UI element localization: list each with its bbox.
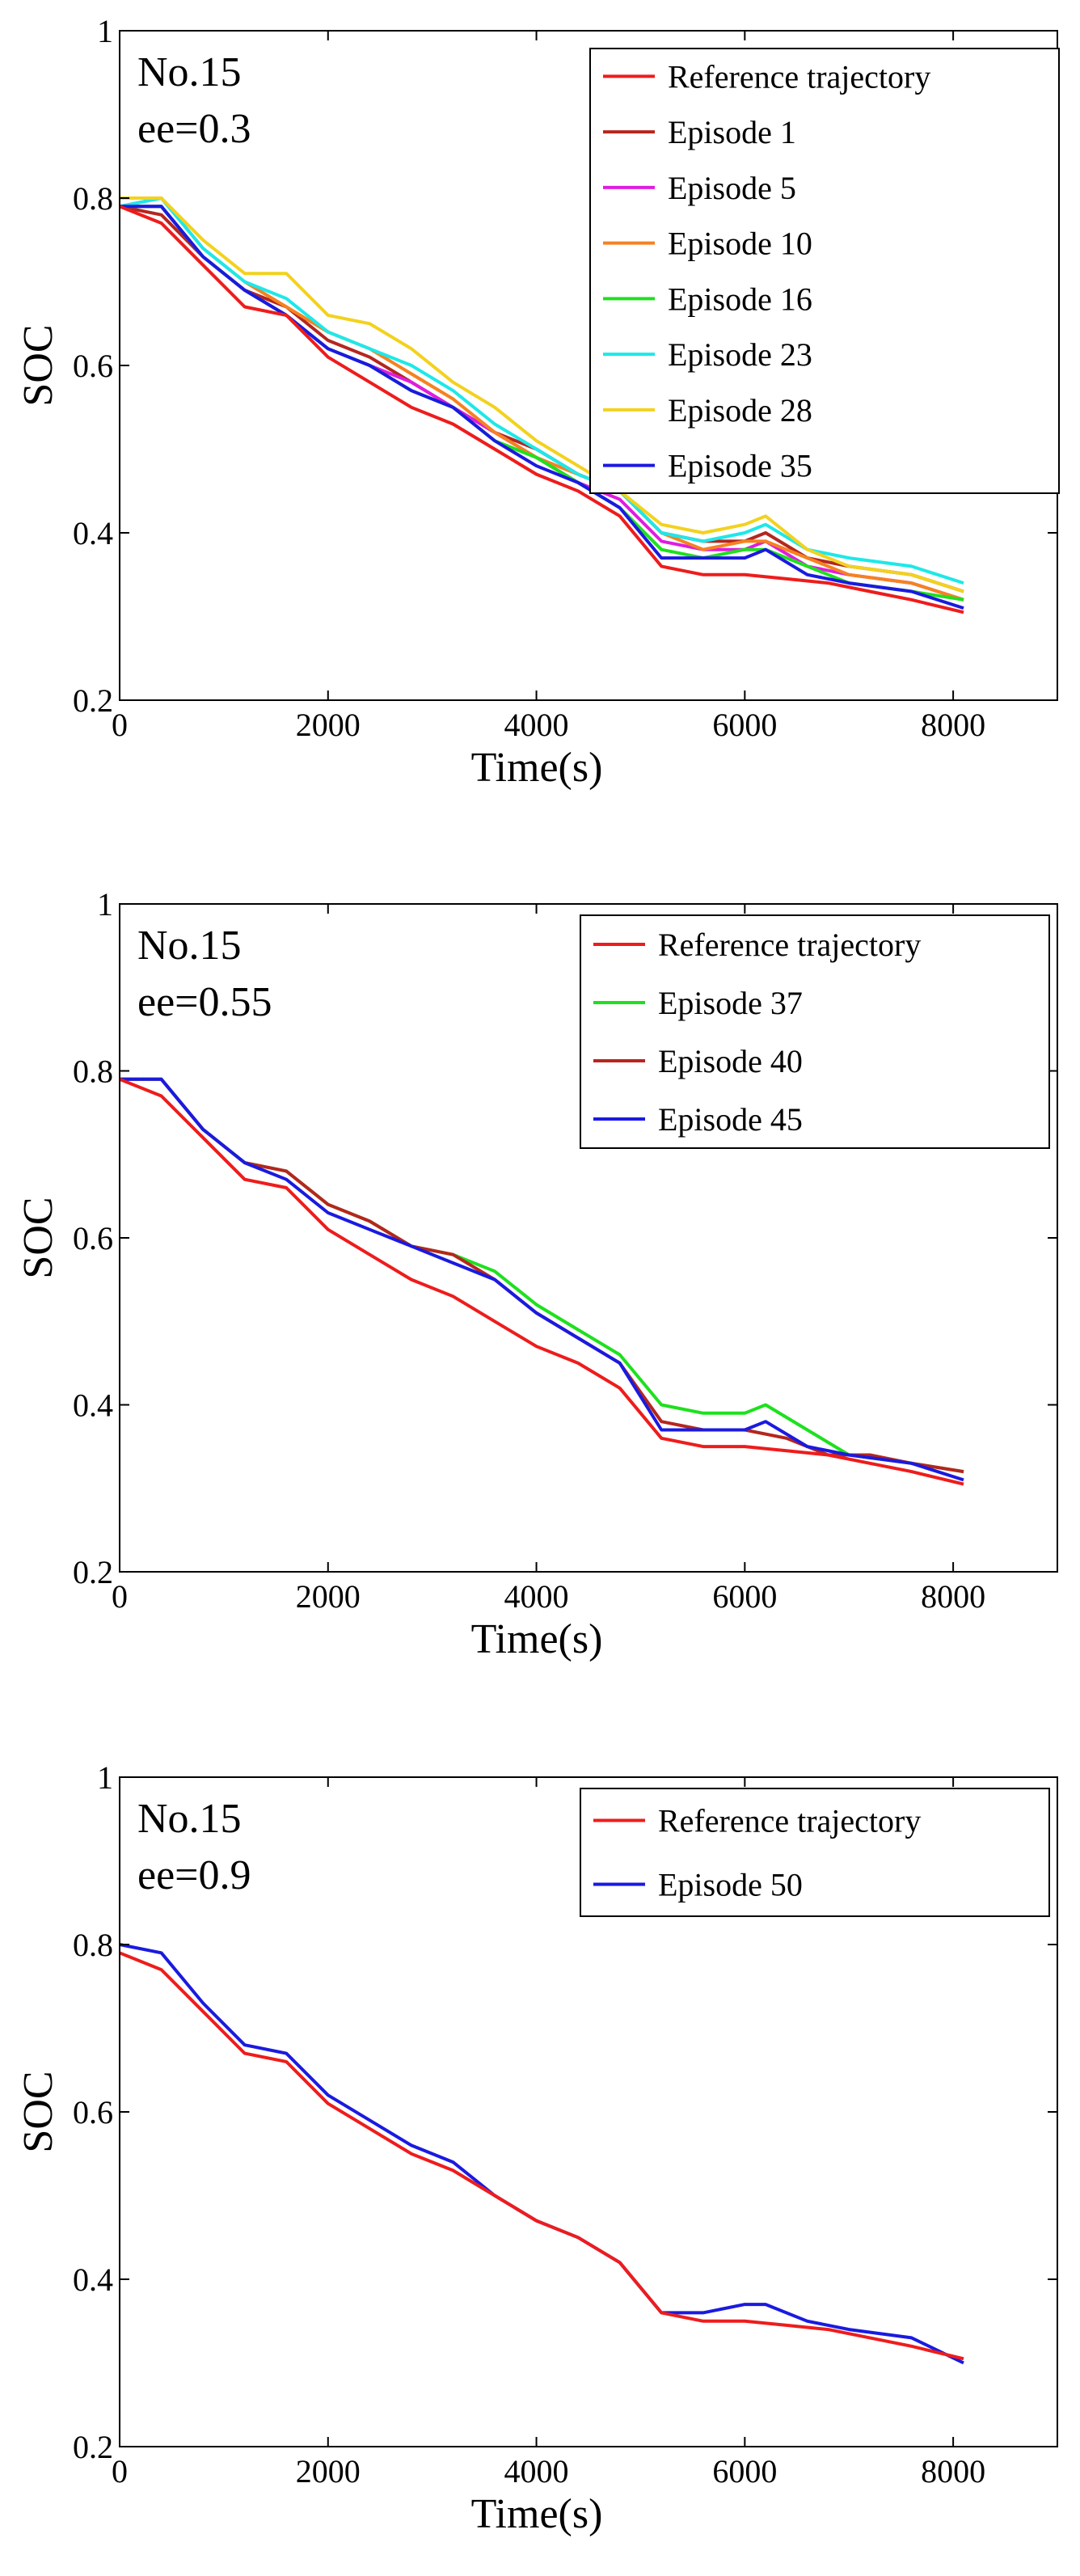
legend-entry: Reference trajectory xyxy=(658,1803,921,1839)
y-tick-label: 0.8 xyxy=(73,1927,113,1963)
x-tick-label: 4000 xyxy=(504,1578,569,1615)
legend-entry: Reference trajectory xyxy=(668,58,930,95)
legend-entry: Episode 10 xyxy=(668,226,812,262)
legend-entry: Episode 5 xyxy=(668,170,796,206)
series-line-episode-28 xyxy=(120,196,964,593)
x-tick-label: 6000 xyxy=(712,1578,777,1615)
legend-box xyxy=(580,1788,1050,1917)
legend-entry: Reference trajectory xyxy=(658,927,921,963)
y-axis-label: SOC xyxy=(15,1197,61,1278)
y-tick-label: 0.8 xyxy=(73,180,113,217)
annotation-id: No.15 xyxy=(137,923,242,969)
y-tick-label: 1 xyxy=(97,13,113,49)
annotation-ee: ee=0.55 xyxy=(137,979,272,1025)
legend-entry: Episode 45 xyxy=(658,1101,803,1138)
annotation-id: No.15 xyxy=(137,1796,242,1842)
y-tick-label: 0.2 xyxy=(73,1554,113,1590)
y-tick-label: 0.6 xyxy=(73,348,113,384)
y-axis-label: SOC xyxy=(15,324,61,406)
y-tick-label: 0.8 xyxy=(73,1054,113,1090)
series-line-reference-trajectory xyxy=(119,1077,964,1486)
legend-entry: Episode 28 xyxy=(668,392,812,429)
series-line-episode-35 xyxy=(120,205,964,610)
y-tick-label: 1 xyxy=(97,886,113,923)
series-line-episode-45 xyxy=(120,1077,964,1482)
chart-panel-2: 0 2000 4000 6000 8000 0.2 0.4 0.6 0.8 1 Time(s) SOC… xyxy=(15,886,1058,1662)
x-tick-label: 2000 xyxy=(296,2453,361,2489)
annotation-ee: ee=0.3 xyxy=(137,106,251,152)
y-tick-label: 0.4 xyxy=(73,515,113,551)
x-tick-label: 4000 xyxy=(504,707,569,743)
series-line-reference-trajectory xyxy=(119,1951,964,2361)
y-tick-label: 0.4 xyxy=(73,2261,113,2298)
x-tick-label: 2000 xyxy=(296,707,361,743)
annotation-id: No.15 xyxy=(137,49,242,95)
x-tick-label: 8000 xyxy=(921,2453,985,2489)
y-tick-label: 0.6 xyxy=(73,1220,113,1256)
x-tick-label: 0 xyxy=(112,707,128,743)
x-tick-label: 6000 xyxy=(712,2453,777,2489)
x-tick-label: 4000 xyxy=(504,2453,569,2489)
x-axis-label: Time(s) xyxy=(471,2491,603,2537)
y-axis-label: SOC xyxy=(15,2071,61,2152)
legend-entry: Episode 23 xyxy=(668,336,812,373)
legend-entry: Episode 37 xyxy=(658,985,803,1021)
legend: Reference trajectory Episode 37 Episode 40… xyxy=(580,914,1050,1149)
chart-panel-3: 0 2000 4000 6000 8000 0.2 0.4 0.6 0.8 1 Time(s) SOC… xyxy=(15,1759,1058,2537)
legend-entry: Episode 35 xyxy=(668,448,812,484)
y-tick-label: 0.2 xyxy=(73,682,113,719)
y-tick-label: 0.6 xyxy=(73,2094,113,2130)
series-line-episode-50 xyxy=(119,1943,964,2365)
chart-panel-1: 0 2000 4000 6000 8000 0.2 0.4 0.6 0.8 1 Time(s) SOC… xyxy=(15,13,1060,791)
x-tick-label: 8000 xyxy=(921,1578,985,1615)
x-tick-label: 6000 xyxy=(712,707,777,743)
x-axis-label: Time(s) xyxy=(471,745,603,791)
legend-box xyxy=(589,48,1060,494)
x-tick-label: 8000 xyxy=(921,707,985,743)
y-tick-label: 1 xyxy=(97,1759,113,1796)
x-axis-label: Time(s) xyxy=(471,1616,603,1662)
legend: Reference trajectory Episode 50 xyxy=(580,1788,1050,1917)
legend-entry: Episode 16 xyxy=(668,281,812,317)
annotation-ee: ee=0.9 xyxy=(137,1852,251,1898)
x-tick-label: 2000 xyxy=(296,1578,361,1615)
x-tick-label: 0 xyxy=(112,2453,128,2489)
legend: Reference trajectory Episode 1 Episode 5 Ep… xyxy=(589,48,1060,494)
y-tick-label: 0.4 xyxy=(73,1387,113,1424)
legend-entry: Episode 40 xyxy=(658,1043,803,1079)
series-line-episode-23 xyxy=(119,196,964,585)
legend-entry: Episode 1 xyxy=(668,114,796,150)
legend-box xyxy=(580,914,1050,1149)
series-line-reference-trajectory xyxy=(119,205,964,614)
legend-entry: Episode 50 xyxy=(658,1867,803,1903)
x-tick-label: 0 xyxy=(112,1578,128,1615)
y-tick-label: 0.2 xyxy=(73,2429,113,2465)
